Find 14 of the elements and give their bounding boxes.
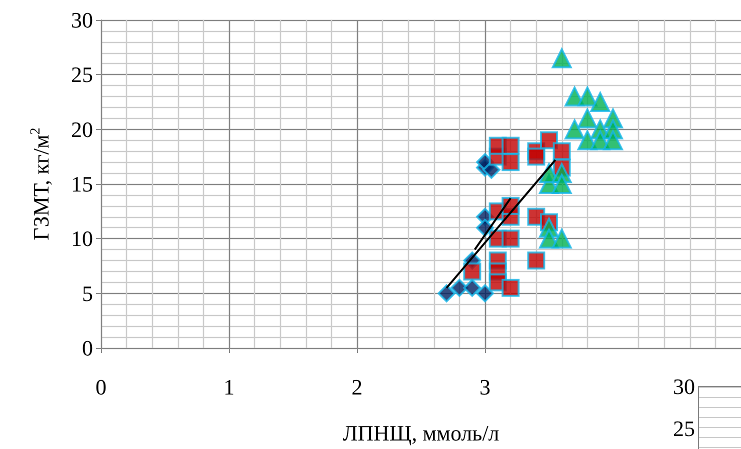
x-axis-title: ЛПНЩ, ммоль/л (342, 420, 500, 446)
y-tick-label: 25 (71, 62, 93, 88)
y-tick-label: 30 (71, 8, 93, 32)
x-tick-label: 1 (224, 374, 234, 400)
y-tick-label: 15 (71, 172, 93, 196)
x-tick-label: 2 (352, 374, 362, 400)
y-tick-label: 5 (82, 280, 93, 306)
y-axis-title: ГЗМТ, кг/м2 (28, 128, 54, 240)
text: 25 (673, 416, 695, 442)
y-tick-label: 10 (71, 226, 93, 252)
y-tick-label: 20 (71, 116, 93, 142)
x-tick-label: 3 (480, 374, 490, 400)
text: 30 (673, 374, 695, 400)
y-tick-label: 0 (82, 336, 93, 360)
